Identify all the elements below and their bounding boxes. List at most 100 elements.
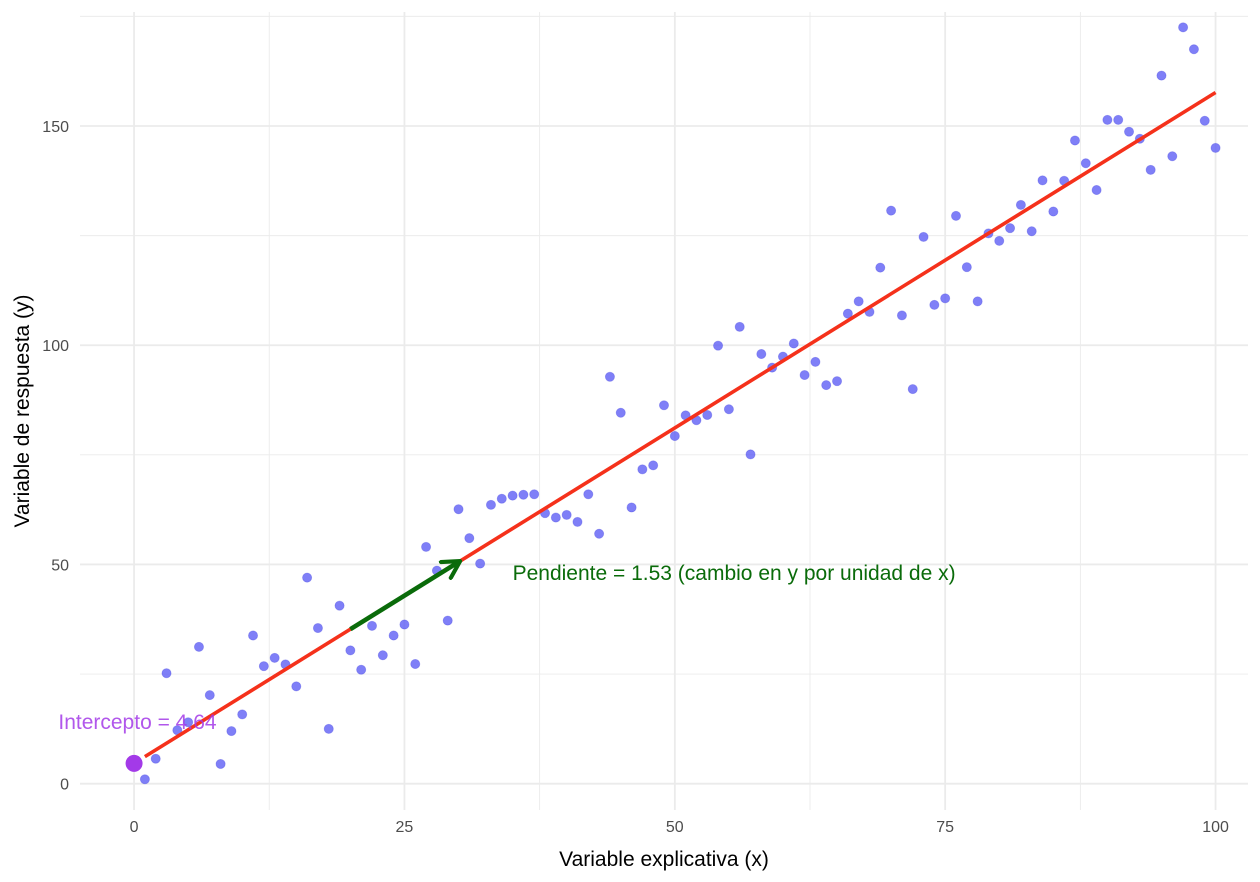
data-point xyxy=(1156,70,1167,81)
data-point xyxy=(475,558,486,569)
data-point xyxy=(832,376,843,387)
data-point xyxy=(312,623,323,634)
data-point xyxy=(1124,126,1135,137)
data-point xyxy=(583,489,594,500)
data-point xyxy=(366,620,377,631)
data-point xyxy=(723,404,734,415)
y-tick-label: 150 xyxy=(42,119,69,136)
data-points xyxy=(139,22,1221,785)
data-point xyxy=(1015,199,1026,210)
data-point xyxy=(161,668,172,679)
data-point xyxy=(756,348,767,359)
data-point xyxy=(269,652,280,663)
data-point xyxy=(615,407,626,418)
data-point xyxy=(215,758,226,769)
data-point xyxy=(345,645,356,656)
data-point xyxy=(940,293,951,304)
data-point xyxy=(529,489,540,500)
data-point xyxy=(734,321,745,332)
data-point xyxy=(961,262,972,273)
data-point xyxy=(377,650,388,661)
intercept-label: Intercepto = 4.64 xyxy=(58,711,217,734)
data-point xyxy=(334,600,345,611)
y-tick-label: 100 xyxy=(42,338,69,355)
data-point xyxy=(193,641,204,652)
data-point xyxy=(150,753,161,764)
data-point xyxy=(842,308,853,319)
data-point xyxy=(258,661,269,672)
regression-line-group xyxy=(143,90,1217,759)
data-point xyxy=(896,310,907,321)
data-point xyxy=(183,717,194,728)
slope-label: Pendiente = 1.53 (cambio en y por unidad… xyxy=(513,562,956,585)
x-tick-label: 50 xyxy=(666,819,684,836)
data-point xyxy=(853,296,864,307)
grid-major xyxy=(80,12,1248,810)
intercept-point xyxy=(125,754,143,772)
x-tick-label: 0 xyxy=(130,819,139,836)
data-point xyxy=(442,615,453,626)
y-tick-label: 50 xyxy=(51,557,69,574)
data-point xyxy=(1188,44,1199,55)
data-point xyxy=(1167,151,1178,162)
data-point xyxy=(496,493,507,504)
data-point xyxy=(1069,135,1080,146)
data-point xyxy=(323,723,334,734)
data-point xyxy=(550,512,561,523)
data-point xyxy=(1048,206,1059,217)
data-point xyxy=(453,504,464,515)
data-point xyxy=(507,490,518,501)
x-tick-label: 75 xyxy=(936,819,954,836)
data-point xyxy=(356,664,367,675)
data-point xyxy=(248,630,259,641)
data-point xyxy=(604,371,615,382)
data-point xyxy=(1037,175,1048,186)
data-point xyxy=(1102,114,1113,125)
data-point xyxy=(713,340,724,351)
data-point xyxy=(291,681,302,692)
data-point xyxy=(637,464,648,475)
data-point xyxy=(226,726,237,737)
data-point xyxy=(929,299,940,310)
data-point xyxy=(410,658,421,669)
data-point xyxy=(875,262,886,273)
data-point xyxy=(399,619,410,630)
data-point xyxy=(907,384,918,395)
y-axis-title: Variable de respuesta (y) xyxy=(11,294,34,527)
data-point xyxy=(561,509,572,520)
data-point xyxy=(421,541,432,552)
data-point xyxy=(594,528,605,539)
data-point xyxy=(810,356,821,367)
data-point xyxy=(788,338,799,349)
data-point xyxy=(1210,142,1221,153)
data-point xyxy=(388,630,399,641)
data-point xyxy=(1080,158,1091,169)
data-point xyxy=(1113,114,1124,125)
annotations: Pendiente = 1.53 (cambio en y por unidad… xyxy=(58,562,956,772)
data-point xyxy=(626,502,637,513)
data-point xyxy=(1005,223,1016,234)
data-point xyxy=(918,231,929,242)
data-point xyxy=(821,380,832,391)
data-point xyxy=(1199,115,1210,126)
data-point xyxy=(237,709,248,720)
data-point xyxy=(799,370,810,381)
data-point xyxy=(745,449,756,460)
data-point xyxy=(886,205,897,216)
x-tick-label: 25 xyxy=(396,819,414,836)
x-tick-labels: 0 25 50 75 100 xyxy=(130,819,1229,836)
data-point xyxy=(572,516,583,527)
data-point xyxy=(994,235,1005,246)
y-tick-labels: 0 50 100 150 xyxy=(42,119,69,794)
data-point xyxy=(669,430,680,441)
data-point xyxy=(951,210,962,221)
data-point xyxy=(1145,164,1156,175)
data-point xyxy=(972,296,983,307)
x-axis-title: Variable explicativa (x) xyxy=(559,848,769,871)
slope-arrow xyxy=(349,562,458,632)
data-point xyxy=(464,533,475,544)
regression-line xyxy=(143,90,1217,759)
x-tick-label: 100 xyxy=(1202,819,1229,836)
data-point xyxy=(204,690,215,701)
